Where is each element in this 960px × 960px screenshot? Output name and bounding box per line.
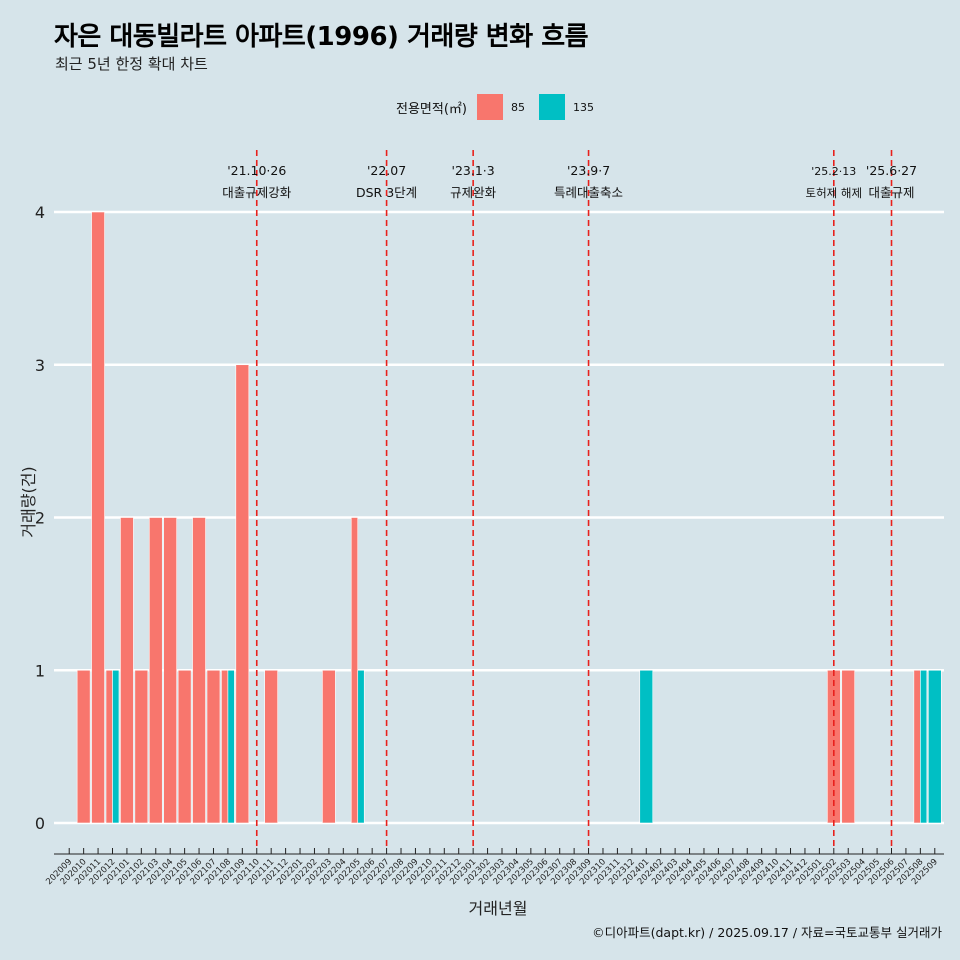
event-name-label: 대출규제강화 bbox=[222, 185, 292, 200]
bar-202401-135 bbox=[639, 669, 654, 824]
bar-202508-85 bbox=[913, 669, 921, 824]
event-name-label: 대출규제 bbox=[869, 185, 915, 200]
bar-202106-85 bbox=[192, 517, 206, 824]
y-axis-title: 거래량(건) bbox=[19, 466, 38, 537]
event-name-label: 특례대출축소 bbox=[554, 185, 623, 200]
event-name-label: 규제완화 bbox=[450, 185, 497, 200]
event-date-label: '25.6·27 bbox=[866, 163, 917, 178]
bar-202108-135 bbox=[227, 669, 235, 824]
y-tick-label: 2 bbox=[35, 509, 45, 528]
bar-202508-135 bbox=[920, 669, 928, 824]
bar-202102-85 bbox=[134, 669, 149, 824]
legend-swatch-135 bbox=[538, 94, 565, 120]
y-tick-label: 4 bbox=[35, 203, 45, 222]
event-date-label: '23.9·7 bbox=[567, 163, 610, 178]
bar-202103-85 bbox=[148, 517, 163, 824]
bar-202205-135 bbox=[357, 669, 365, 824]
bar-202503-85 bbox=[841, 669, 856, 824]
bar-202012-135 bbox=[112, 669, 120, 824]
event-date-label: '25.2·13 bbox=[811, 165, 856, 178]
event-date-label: '23.1·3 bbox=[452, 163, 495, 178]
legend: 전용면적(㎡) 85 135 bbox=[396, 94, 608, 120]
bar-202011-85 bbox=[91, 211, 105, 824]
legend-label-135: 135 bbox=[572, 100, 594, 114]
event-date-label: '21.10·26 bbox=[227, 163, 286, 178]
bar-202109-85 bbox=[235, 364, 250, 824]
bar-202203-85 bbox=[322, 669, 336, 824]
bar-202108-85 bbox=[221, 669, 229, 824]
bar-202111-85 bbox=[264, 669, 278, 824]
y-tick-label: 1 bbox=[35, 661, 45, 680]
y-tick-label: 3 bbox=[35, 356, 45, 375]
bar-202010-85 bbox=[76, 669, 91, 824]
bar-202205-85 bbox=[350, 517, 359, 824]
event-name-label: 토허제 해제 bbox=[806, 186, 863, 200]
chart-subtitle: 최근 5년 한정 확대 차트 bbox=[55, 55, 208, 73]
bar-202104-85 bbox=[163, 517, 177, 824]
bar-202105-85 bbox=[177, 669, 192, 824]
legend-title: 전용면적(㎡) bbox=[396, 101, 467, 117]
x-axis-title: 거래년월 bbox=[469, 899, 528, 918]
bar-202012-85 bbox=[105, 669, 113, 824]
legend-swatch-85 bbox=[476, 94, 503, 120]
legend-label-85: 85 bbox=[510, 100, 525, 114]
source-caption: ©디아파트(dapt.kr) / 2025.09.17 / 자료=국토교통부 실… bbox=[592, 925, 942, 940]
y-tick-label: 0 bbox=[35, 814, 45, 833]
event-name-label: DSR 3단계 bbox=[356, 185, 417, 200]
chart-title: 자은 대동빌라트 아파트(1996) 거래량 변화 흐름 bbox=[54, 22, 589, 52]
bar-202107-85 bbox=[206, 669, 221, 824]
bar-202101-85 bbox=[120, 517, 134, 824]
event-date-label: '22.07 bbox=[367, 163, 406, 178]
bar-202509-135 bbox=[927, 669, 942, 824]
